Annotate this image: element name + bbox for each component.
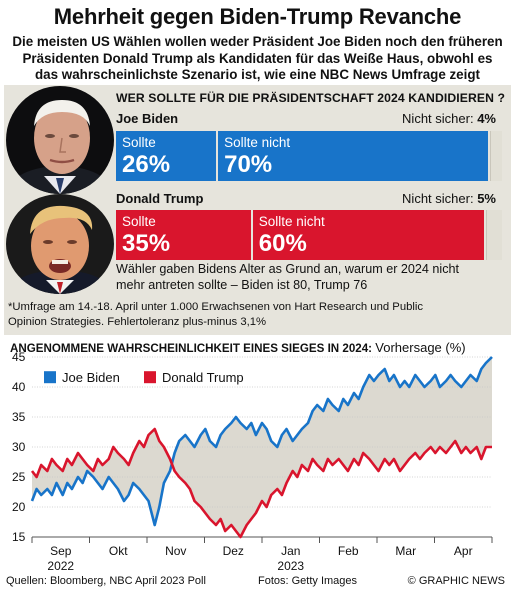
year-label: 2023: [277, 559, 304, 573]
should-label: Sollte: [122, 135, 156, 150]
y-tick-label: 35: [12, 410, 26, 424]
x-tick-label: Nov: [165, 544, 186, 558]
should-value: 26%: [122, 151, 171, 178]
series-line-joe-biden: [30, 356, 493, 527]
unsure-label: Nicht sicher:: [402, 111, 474, 126]
biden-unsure-segment: [489, 131, 502, 181]
should-not-value: 60%: [258, 230, 307, 257]
note-line: mehr antreten sollte – Biden ist 80, Tru…: [116, 278, 368, 292]
sources: Quellen: Bloomberg, NBC April 2023 Poll: [6, 575, 206, 587]
legend-label-biden: Joe Biden: [62, 370, 120, 385]
should-not-label: Sollte nicht: [224, 135, 291, 150]
copyright: © GRAPHIC NEWS: [407, 575, 505, 587]
year-label: 2022: [47, 559, 74, 573]
x-tick-label: Dez: [223, 544, 244, 558]
legend-swatch-trump: [144, 371, 156, 384]
x-tick-label: Jan: [281, 544, 300, 558]
poll-question: WER SOLLTE FÜR DIE PRÄSIDENTSCHAFT 2024 …: [116, 91, 506, 105]
poll-footnote: *Umfrage am 14.-18. April unter 1.000 Er…: [8, 300, 508, 330]
subtitle-line: Die meisten US Wählen wollen weder Präsi…: [12, 34, 503, 49]
trump-bar: Sollte 35% Sollte nicht 60%: [116, 210, 502, 260]
biden-bar: Sollte 26% Sollte nicht 70%: [116, 131, 502, 181]
y-tick-label: 25: [12, 470, 26, 484]
footnote-line: *Umfrage am 14.-18. April unter 1.000 Er…: [8, 301, 424, 313]
footnote-line: Opinion Strategies. Fehlertoleranz plus-…: [8, 316, 267, 328]
y-tick-label: 40: [12, 380, 26, 394]
x-tick-label: Sep: [50, 544, 72, 558]
biden-should-segment: Sollte 26%: [116, 131, 217, 181]
trump-photo: [6, 194, 114, 294]
trump-should-segment: Sollte 35%: [116, 210, 251, 260]
should-value: 35%: [122, 230, 171, 257]
chart-title: ANGENOMMENE WAHRSCHEINLICHKEIT EINES SIE…: [10, 340, 466, 355]
age-note: Wähler gaben Bidens Alter as Grund an, w…: [116, 261, 506, 293]
should-not-label: Sollte nicht: [258, 214, 325, 229]
x-tick-label: Okt: [109, 544, 128, 558]
unsure-value: 4%: [477, 111, 496, 126]
trump-unsure: Nicht sicher: 5%: [402, 191, 496, 206]
x-tick-label: Feb: [338, 544, 359, 558]
biden-name: Joe Biden: [116, 111, 179, 126]
unsure-value: 5%: [477, 191, 496, 206]
should-label: Sollte: [122, 214, 156, 229]
legend-label-trump: Donald Trump: [162, 370, 244, 385]
y-tick-label: 45: [12, 350, 26, 364]
trump-unsure-segment: [485, 210, 502, 260]
page-title: Mehrheit gegen Biden-Trump Revanche: [53, 4, 462, 29]
photo-credit: Fotos: Getty Images: [258, 575, 358, 587]
probability-chart: 15 20 25 30 35 40 45 Sep Okt Nov Dez Jan Feb Mar Apr 20…: [12, 350, 493, 573]
should-not-value: 70%: [224, 151, 273, 178]
y-tick-label: 15: [12, 530, 26, 544]
subtitle-line: das wahrscheinlichste Szenario ist, wie …: [34, 67, 480, 82]
chart-ylabel: Vorhersage (%): [375, 340, 466, 355]
legend-swatch-biden: [44, 371, 56, 384]
trump-name: Donald Trump: [116, 191, 204, 206]
unsure-label: Nicht sicher:: [402, 191, 474, 206]
biden-photo: [6, 86, 114, 194]
subtitle: Die meisten US Wählen wollen weder Präsi…: [4, 34, 511, 84]
trump-should-not-segment: Sollte nicht 60%: [252, 210, 484, 260]
biden-unsure: Nicht sicher: 4%: [402, 111, 496, 126]
x-tick-label: Mar: [395, 544, 416, 558]
subtitle-line: Präsidenten Donald Trump als Kandidaten …: [22, 50, 493, 66]
chart-title-text: ANGENOMMENE WAHRSCHEINLICHKEIT EINES SIE…: [10, 342, 373, 355]
series-line-donald-trump: [30, 427, 492, 539]
y-tick-label: 20: [12, 500, 26, 514]
y-tick-label: 30: [12, 440, 26, 454]
biden-should-not-segment: Sollte nicht 70%: [218, 131, 488, 181]
x-tick-label: Apr: [454, 544, 473, 558]
note-line: Wähler gaben Bidens Alter as Grund an, w…: [116, 262, 460, 276]
